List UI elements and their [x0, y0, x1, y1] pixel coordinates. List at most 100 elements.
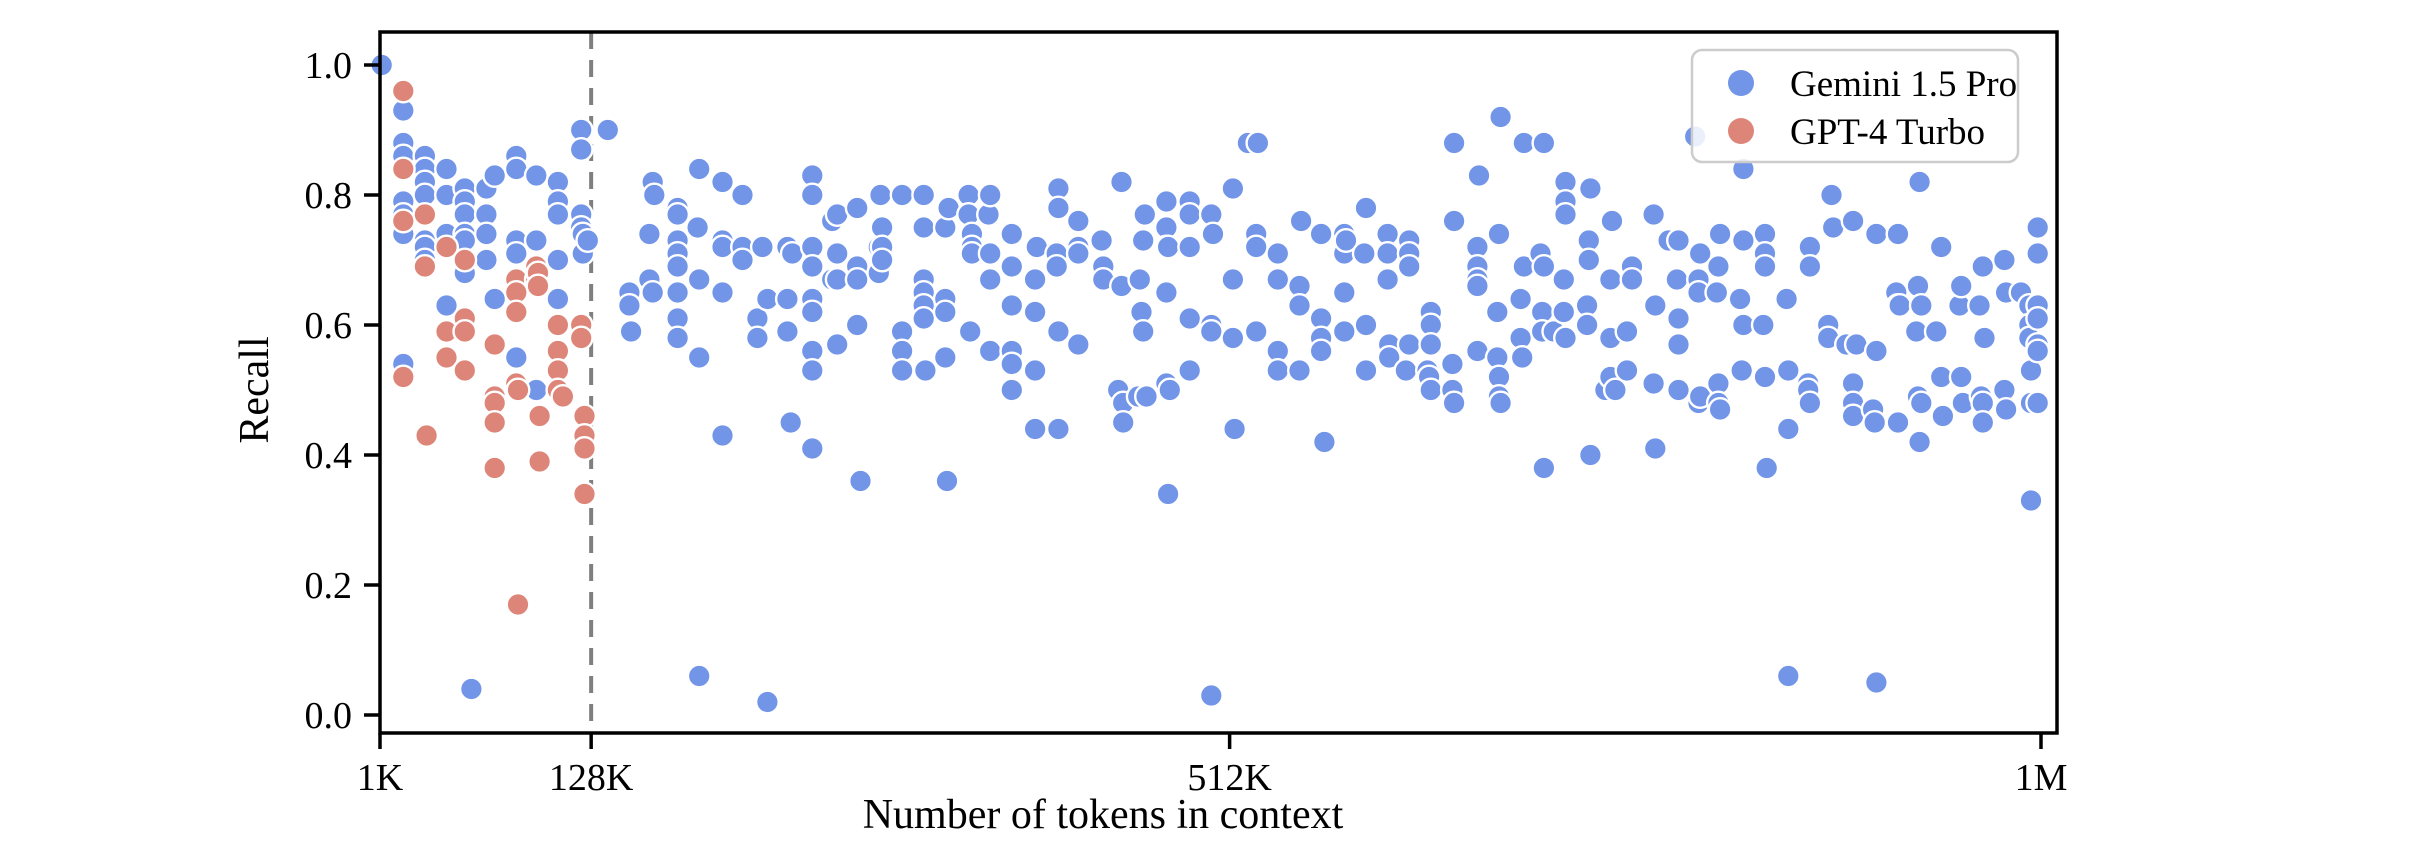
data-point-gemini — [1641, 201, 1667, 227]
data-point-gemini — [844, 195, 870, 221]
y-tick-label: 1.0 — [305, 45, 353, 87]
data-point-gemini — [1948, 364, 1974, 390]
data-point-gemini — [545, 247, 571, 273]
data-point-gemini — [1243, 319, 1269, 345]
data-point-gemini — [1665, 332, 1691, 358]
data-point-gemini — [977, 182, 1003, 208]
data-point-gemini — [1971, 325, 1997, 351]
data-point-gemini — [977, 267, 1003, 293]
x-tick-label: 512K — [1187, 757, 1272, 799]
data-point-gemini — [1130, 319, 1156, 345]
axes-layer — [364, 30, 2059, 749]
data-point-gemini — [1642, 436, 1668, 462]
y-axis-title: Recall — [232, 336, 278, 443]
data-point-gemini — [1418, 332, 1444, 358]
data-point-gemini — [1774, 286, 1800, 312]
data-point-gemini — [1308, 338, 1334, 364]
data-point-gemini — [1508, 286, 1534, 312]
data-point-gemini — [1245, 130, 1271, 156]
data-point-gemini — [1265, 358, 1291, 384]
data-point-gpt4 — [414, 423, 440, 449]
legend: Gemini 1.5 Pro GPT-4 Turbo — [1690, 48, 2020, 164]
data-point-gemini — [523, 162, 549, 188]
data-point-gemini — [1177, 358, 1203, 384]
data-point-gpt4 — [550, 384, 576, 410]
data-point-gemini — [1022, 267, 1048, 293]
data-point-gemini — [912, 358, 938, 384]
data-point-gemini — [1930, 403, 1956, 429]
data-point-gpt4 — [527, 403, 553, 429]
data-point-gemini — [799, 358, 825, 384]
data-point-gpt4 — [452, 319, 478, 345]
data-point-gemini — [640, 280, 666, 306]
data-point-gemini — [434, 293, 460, 319]
data-point-gemini — [1752, 253, 1778, 279]
data-point-gemini — [1907, 429, 1933, 455]
data-point-gemini — [710, 423, 736, 449]
data-point-gemini — [1466, 162, 1492, 188]
data-point-gemini — [1840, 208, 1866, 234]
data-point-gpt4 — [505, 592, 531, 618]
data-point-gemini — [1687, 240, 1713, 266]
data-point-gemini — [1198, 319, 1224, 345]
data-point-gemini — [1065, 240, 1091, 266]
plot-border — [378, 30, 2059, 735]
data-point-gemini — [848, 468, 874, 494]
y-tick-label: 0.0 — [305, 695, 353, 737]
data-point-gemini — [1970, 253, 1996, 279]
data-point-gemini — [1887, 293, 1913, 319]
data-point-gemini — [1045, 319, 1071, 345]
data-point-gpt4 — [412, 253, 438, 279]
data-point-gemini — [1265, 240, 1291, 266]
data-point-gemini — [1331, 280, 1357, 306]
data-point-gemini — [1243, 234, 1269, 260]
data-point-gpt4 — [390, 208, 416, 234]
data-point-gemini — [1531, 455, 1557, 481]
data-point-gemini — [754, 689, 780, 715]
data-point-gemini — [1022, 416, 1048, 442]
data-point-gemini — [1531, 130, 1557, 156]
data-point-gemini — [1707, 221, 1733, 247]
data-point-gemini — [686, 267, 712, 293]
data-point-gpt4 — [525, 273, 551, 299]
data-point-gemini — [1531, 253, 1557, 279]
data-point-gemini — [1108, 169, 1134, 195]
data-point-gemini — [1863, 670, 1889, 696]
data-point-gemini — [911, 182, 937, 208]
data-point-gemini — [1022, 358, 1048, 384]
data-point-gemini — [1353, 358, 1379, 384]
data-point-gemini — [868, 182, 894, 208]
data-point-gemini — [1308, 221, 1334, 247]
data-point-gemini — [1288, 208, 1314, 234]
data-point-gemini — [685, 214, 711, 240]
data-point-gemini — [1923, 319, 1949, 345]
data-point-gemini — [1641, 371, 1667, 397]
data-point-gpt4 — [482, 332, 508, 358]
data-point-gemini — [2018, 488, 2044, 514]
data-point-gemini — [730, 182, 756, 208]
data-point-gemini — [977, 240, 1003, 266]
data-point-gemini — [824, 240, 850, 266]
data-point-gemini — [730, 247, 756, 273]
data-point-gemini — [2025, 306, 2051, 332]
data-point-gpt4 — [452, 247, 478, 273]
data-point-gemini — [1509, 345, 1535, 371]
data-point-gpt4 — [503, 299, 529, 325]
legend-marker-gpt4-icon — [1728, 118, 1754, 144]
data-point-gemini — [1551, 299, 1577, 325]
data-point-gemini — [1045, 416, 1071, 442]
data-point-gemini — [1441, 390, 1467, 416]
data-point-gemini — [1376, 345, 1402, 371]
data-point-gemini — [744, 325, 770, 351]
data-point-gemini — [1948, 273, 1974, 299]
data-point-gpt4 — [390, 78, 416, 104]
data-point-gemini — [458, 676, 484, 702]
data-point-gemini — [999, 351, 1025, 377]
data-point-gemini — [568, 136, 594, 162]
data-point-gemini — [1928, 234, 1954, 260]
data-points-layer — [369, 52, 2051, 715]
data-point-gemini — [1045, 195, 1071, 221]
tick-labels-layer: 1K 128K 512K 1M 0.0 0.2 0.4 0.6 0.8 1.0 — [305, 45, 2068, 799]
data-point-gemini — [1665, 227, 1691, 253]
